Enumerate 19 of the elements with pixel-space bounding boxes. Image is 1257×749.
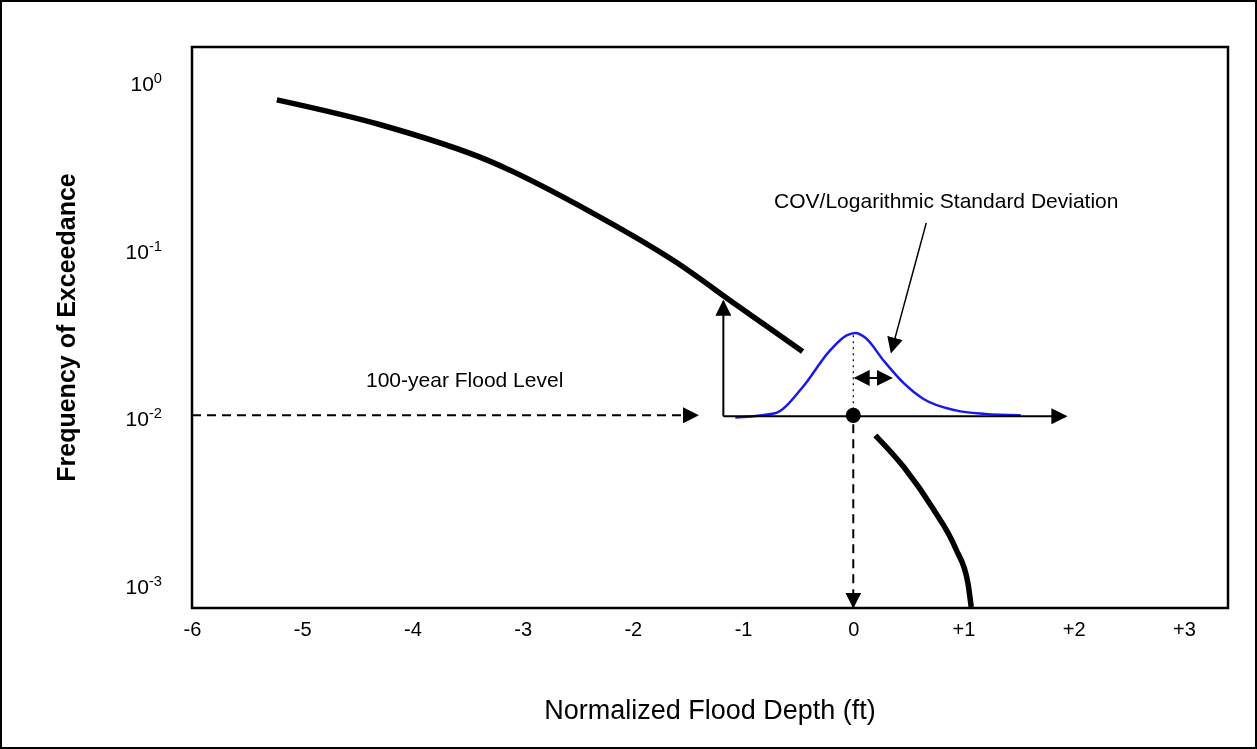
y-tick-label: 10$^{0}$ — [130, 69, 162, 95]
x-tick-label: +2 — [1062, 618, 1086, 641]
annotation: COV/Logarithmic Standard Deviation — [774, 188, 1119, 212]
x-tick-label: -4 — [404, 618, 422, 641]
x-tick-label: -3 — [514, 618, 533, 641]
x-tick-label: +3 — [1173, 618, 1196, 641]
y-axis-title: Frequency of Exceedance — [52, 173, 80, 482]
x-tick-label: -5 — [293, 618, 312, 641]
y-tick-label: 10$^{-1}$ — [125, 237, 162, 263]
x-tick-label: -2 — [624, 618, 643, 641]
x-tick-label: -6 — [183, 618, 202, 641]
y-tick-label: 10$^{-2}$ — [125, 405, 162, 431]
x-axis-title: Normalized Flood Depth (ft) — [544, 695, 876, 725]
x-tick-label: -1 — [734, 618, 753, 641]
x-tick-label: +1 — [952, 618, 976, 641]
annotation: 100-year Flood Level — [366, 368, 564, 392]
line-series — [734, 331, 1023, 419]
y-tick-label: 10$^{-3}$ — [125, 573, 162, 599]
x-tick-label: 0 — [848, 618, 860, 641]
